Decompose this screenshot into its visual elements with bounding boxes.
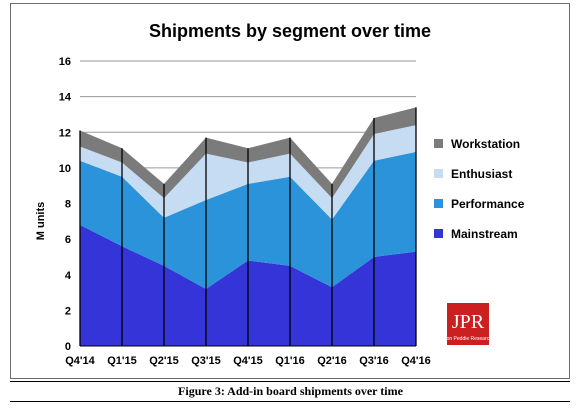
x-tick-labels: Q4'14 Q1'15 Q2'15 Q3'15 Q4'15 Q1'16 Q2'16 Q3'16… bbox=[65, 355, 431, 367]
x-tick-label: Q3'16 bbox=[359, 355, 389, 367]
x-tick-label: Q3'15 bbox=[191, 355, 221, 367]
legend-label: Enthusiast bbox=[451, 167, 512, 181]
x-tick-label: Q1'15 bbox=[107, 355, 137, 367]
legend-label: Mainstream bbox=[451, 227, 518, 241]
legend-label: Performance bbox=[451, 197, 525, 211]
y-tick-labels: 0 2 4 6 8 10 12 14 16 bbox=[59, 56, 72, 353]
x-tick-label: Q4'14 bbox=[65, 355, 95, 367]
logo-subtext: Jon Peddie Research bbox=[444, 336, 492, 342]
x-tick-label: Q2'16 bbox=[317, 355, 347, 367]
y-tick-label: 16 bbox=[59, 56, 71, 68]
logo-text: JPR bbox=[452, 311, 485, 333]
legend-swatch bbox=[434, 199, 443, 208]
x-tick-label: Q2'15 bbox=[149, 355, 179, 367]
y-tick-label: 6 bbox=[65, 234, 71, 246]
y-tick-label: 4 bbox=[65, 270, 72, 282]
y-tick-label: 8 bbox=[65, 199, 71, 211]
x-tick-label: Q1'16 bbox=[275, 355, 305, 367]
legend-label: Workstation bbox=[451, 137, 520, 151]
x-tick-label: Q4'15 bbox=[233, 355, 263, 367]
y-tick-label: 14 bbox=[59, 92, 72, 104]
caption-bottom-rule bbox=[10, 401, 570, 402]
legend-swatch bbox=[434, 169, 443, 178]
y-tick-label: 0 bbox=[65, 341, 71, 353]
chart-frame: Shipments by segment over time M units 0… bbox=[10, 3, 570, 379]
jpr-logo: JPR Jon Peddie Research bbox=[444, 303, 492, 345]
figure-caption: Figure 3: Add-in board shipments over ti… bbox=[178, 384, 403, 398]
y-tick-label: 2 bbox=[65, 305, 71, 317]
x-tick-label: Q4'16 bbox=[401, 355, 431, 367]
chart-title: Shipments by segment over time bbox=[149, 21, 431, 41]
legend-swatch bbox=[434, 229, 443, 238]
category-lines bbox=[79, 107, 417, 347]
logo-background bbox=[447, 303, 489, 345]
shipments-chart: Shipments by segment over time M units 0… bbox=[35, 21, 525, 367]
y-axis-label: M units bbox=[35, 202, 47, 241]
caption-top-rule bbox=[10, 381, 570, 382]
legend: Workstation Enthusiast Performance Mainstre… bbox=[434, 137, 525, 241]
y-tick-label: 10 bbox=[59, 163, 71, 175]
y-tick-label: 12 bbox=[59, 127, 71, 139]
legend-swatch bbox=[434, 139, 443, 148]
